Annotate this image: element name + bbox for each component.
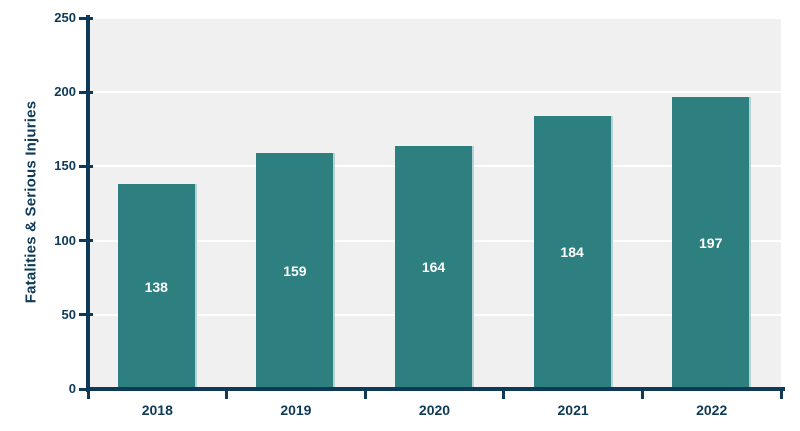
plot-area: 138 159 164 184 197: [88, 18, 781, 389]
x-tick-4: [640, 388, 644, 399]
y-tick-200: [79, 90, 93, 94]
x-axis-label-2018: 2018: [141, 402, 173, 418]
bar-2021: 184: [533, 115, 613, 389]
y-tick-0: [79, 387, 93, 391]
bar-value-label: 184: [560, 244, 584, 261]
y-tick-label: 50: [61, 306, 76, 322]
x-axis-label-2020: 2020: [418, 402, 451, 418]
x-axis-label-2021: 2021: [557, 402, 589, 418]
bar-2020: 164: [395, 145, 474, 389]
y-axis-line: [86, 15, 90, 392]
y-tick-150: [79, 164, 93, 168]
bar-value-label: 138: [144, 278, 168, 295]
y-tick-50: [79, 313, 93, 317]
y-tick-250: [79, 16, 93, 20]
y-tick-label: 0: [68, 381, 76, 396]
bar-2022: 197: [672, 96, 752, 389]
x-tick-5: [779, 388, 783, 399]
gridline-200: [88, 91, 781, 94]
y-tick-100: [79, 239, 93, 243]
x-axis-label-2019: 2019: [280, 402, 312, 418]
x-axis-line: [86, 387, 785, 391]
y-tick-label: 200: [54, 84, 76, 100]
x-tick-1: [225, 388, 229, 399]
y-tick-label: 100: [54, 232, 76, 248]
x-tick-2: [363, 388, 367, 399]
bar-value-label: 197: [699, 234, 723, 251]
y-axis-title: Fatalities & Serious Injuries: [22, 100, 40, 304]
y-tick-label: 150: [54, 158, 76, 174]
bar-2018: 138: [117, 184, 197, 389]
gridline-250: [88, 18, 781, 19]
y-tick-label: 250: [54, 10, 76, 25]
bar-2019: 159: [256, 153, 336, 389]
x-tick-3: [502, 388, 506, 399]
x-axis-label-2022: 2022: [696, 402, 728, 418]
bar-value-label: 164: [421, 259, 446, 276]
x-tick-0: [86, 388, 90, 399]
bar-value-label: 159: [283, 263, 307, 279]
